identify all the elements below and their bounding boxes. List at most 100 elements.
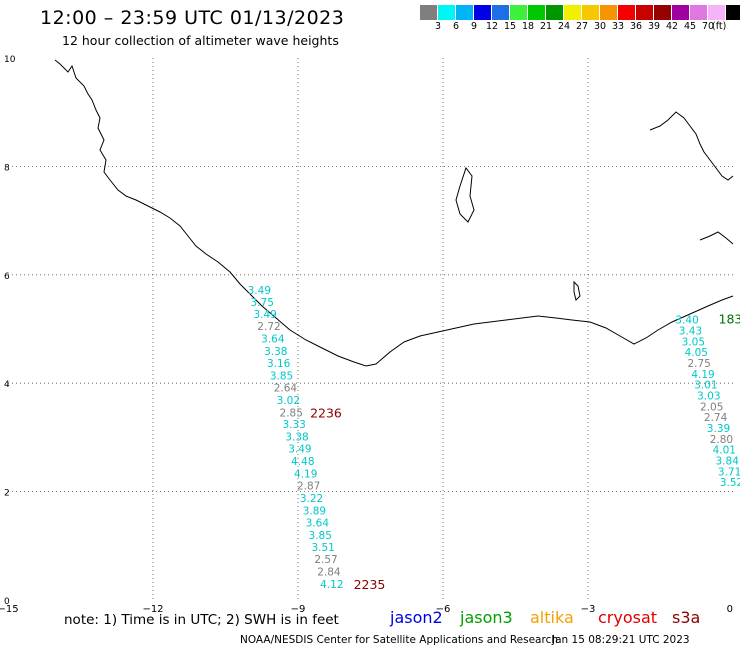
color-scale-label: 27 <box>575 21 589 32</box>
pass-time-label: 2236 <box>310 405 342 420</box>
wave-height-value: 2.84 <box>317 567 341 579</box>
wave-height-value: 2.75 <box>687 358 710 370</box>
wave-height-value: 3.49 <box>288 444 311 456</box>
credit-line: NOAA/NESDIS Center for Satellite Applica… <box>240 634 558 646</box>
wave-height-value: 3.01 <box>694 380 717 392</box>
pass-time-label: 2235 <box>354 577 386 592</box>
coastline-segment <box>573 280 581 301</box>
color-swatch <box>726 5 740 20</box>
satellite-legend-item: altika <box>530 608 574 627</box>
wave-height-value: 3.03 <box>697 390 720 402</box>
y-tick-label: 8 <box>4 163 10 173</box>
satellite-legend-item: cryosat <box>598 608 658 627</box>
wave-height-value: 4.05 <box>685 347 708 359</box>
color-swatch <box>492 5 510 20</box>
wave-height-value: 2.57 <box>314 554 337 566</box>
footnote: note: 1) Time is in UTC; 2) SWH is in fe… <box>64 612 339 628</box>
satellite-legend-item: jason3 <box>460 608 513 627</box>
color-swatch <box>456 5 474 20</box>
wave-height-value: 4.12 <box>320 579 343 591</box>
y-tick-label: 4 <box>4 380 10 390</box>
wave-height-value: 2.80 <box>710 434 733 446</box>
chart-title: 12:00 – 23:59 UTC 01/13/2023 <box>40 7 345 29</box>
wave-height-value: 3.05 <box>682 336 705 348</box>
color-scale-label: 3 <box>434 21 442 32</box>
color-swatch <box>546 5 564 20</box>
color-scale-label: 45 <box>683 21 697 32</box>
wave-height-value: 2.85 <box>280 407 303 419</box>
wave-height-value: 3.71 <box>718 466 740 478</box>
color-scale-bar <box>420 5 740 20</box>
wave-height-value: 4.01 <box>713 445 736 457</box>
map-gridlines <box>8 58 733 600</box>
color-scale-label: 15 <box>503 21 517 32</box>
units-label: (ft) <box>712 21 727 32</box>
x-tick-label: −9 <box>291 604 306 615</box>
wave-height-value: 2.87 <box>297 480 320 492</box>
wave-height-value: 3.85 <box>309 530 332 542</box>
wave-height-value: 4.19 <box>691 369 714 381</box>
color-swatch <box>600 5 618 20</box>
color-swatch <box>564 5 582 20</box>
color-swatch <box>636 5 654 20</box>
color-swatch <box>510 5 528 20</box>
wave-height-value: 3.89 <box>303 505 326 517</box>
wave-height-value: 4.19 <box>294 469 317 481</box>
wave-height-value: 2.05 <box>700 401 723 413</box>
color-swatch <box>438 5 456 20</box>
satellite-legend-item: jason2 <box>390 608 443 627</box>
x-tick-label: −15 <box>0 604 19 615</box>
color-scale-label: 36 <box>629 21 643 32</box>
wave-height-value: 3.39 <box>707 423 730 435</box>
coastline <box>54 59 734 367</box>
color-scale-label: 70 <box>701 21 715 32</box>
color-scale-label: 12 <box>485 21 499 32</box>
pass-time-label: 1835 <box>719 312 740 327</box>
color-swatch <box>690 5 708 20</box>
color-scale-label: 9 <box>470 21 478 32</box>
color-scale-label: 21 <box>539 21 553 32</box>
generated-timestamp: Jan 15 08:29:21 UTC 2023 <box>552 634 690 646</box>
color-swatch <box>654 5 672 20</box>
wave-height-value: 3.49 <box>248 285 271 297</box>
color-swatch <box>672 5 690 20</box>
wave-height-value: 3.64 <box>261 334 285 346</box>
x-tick-label: −3 <box>581 604 596 615</box>
color-swatch <box>582 5 600 20</box>
color-scale-label: 6 <box>452 21 460 32</box>
color-swatch <box>474 5 492 20</box>
wave-height-value: 3.16 <box>267 358 291 370</box>
color-swatch <box>420 5 438 20</box>
wave-height-value: 3.38 <box>285 432 308 444</box>
color-scale-label: 18 <box>521 21 535 32</box>
wave-height-value: 2.74 <box>704 412 728 424</box>
wave-height-value: 3.85 <box>270 370 293 382</box>
map-tick-labels: −15 −12 −9 −6 −3 0 10 8 6 4 2 0 <box>0 55 733 615</box>
y-tick-label: 2 <box>4 489 10 499</box>
coastline-segment <box>54 59 734 367</box>
coastline-segment <box>699 231 734 245</box>
wave-height-value: 3.52 <box>720 477 740 489</box>
coastline-segment <box>649 111 734 181</box>
wave-height-value: 3.02 <box>277 395 300 407</box>
color-scale-label: 24 <box>557 21 571 32</box>
wave-height-value: 3.51 <box>311 542 334 554</box>
wave-height-value: 3.49 <box>253 309 276 321</box>
wave-height-value: 3.33 <box>282 419 305 431</box>
color-scale-label: 42 <box>665 21 679 32</box>
wave-height-value: 3.38 <box>264 346 287 358</box>
y-tick-label: 0 <box>4 597 10 607</box>
wave-height-value: 2.64 <box>274 382 298 394</box>
x-tick-label: 0 <box>727 604 733 615</box>
x-tick-label: −6 <box>436 604 451 615</box>
wave-height-value: 3.75 <box>251 297 274 309</box>
wave-height-value: 4.48 <box>291 456 314 468</box>
chart-subtitle: 12 hour collection of altimeter wave hei… <box>62 33 339 48</box>
color-scale-label: 30 <box>593 21 607 32</box>
color-scale-label: 33 <box>611 21 625 32</box>
wave-height-value: 3.40 <box>675 315 698 327</box>
wave-height-value: 3.64 <box>306 517 330 529</box>
satellite-legend-item: s3a <box>672 608 701 627</box>
wave-height-observations: 3.493.753.492.723.643.383.163.852.643.02… <box>248 285 740 592</box>
